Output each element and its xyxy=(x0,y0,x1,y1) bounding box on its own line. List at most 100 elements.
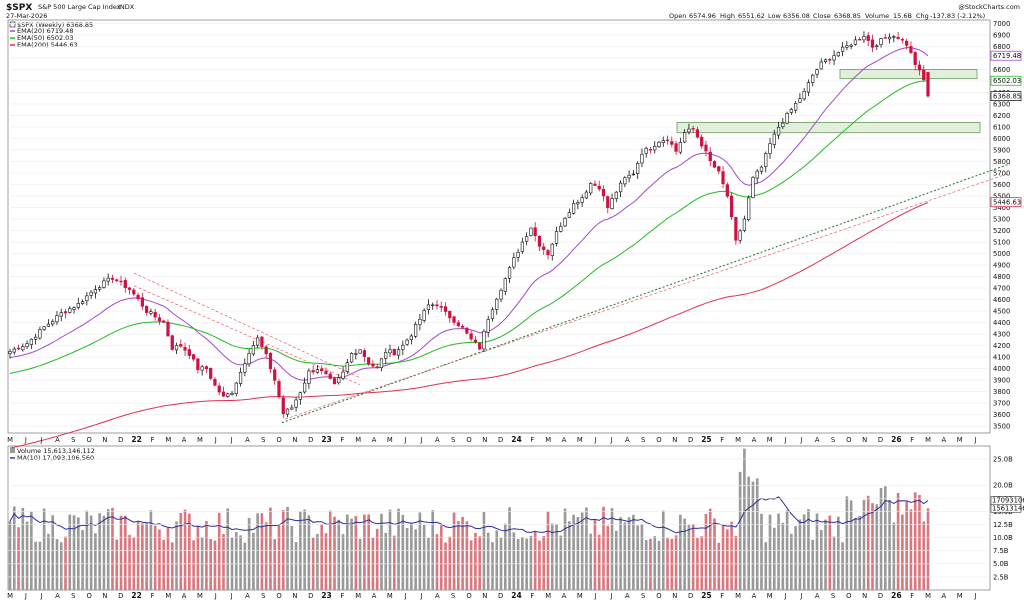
volume-bar xyxy=(345,514,349,590)
x-tick-label: J xyxy=(420,436,423,444)
candle-body xyxy=(16,347,21,350)
volume-bar xyxy=(243,542,247,590)
volume-bar xyxy=(862,499,866,590)
high-value: 6551.62 xyxy=(738,12,765,20)
volume-panel-frame xyxy=(7,445,991,591)
volume-bar xyxy=(196,525,200,590)
x-tick-label: O xyxy=(466,592,471,600)
vol-tick-label: 5.0B xyxy=(993,560,1009,568)
volume-bar xyxy=(538,540,541,590)
candle-body xyxy=(149,311,153,314)
volume-bar xyxy=(589,533,593,590)
volume-bar xyxy=(559,535,563,590)
x-tick-label: M xyxy=(735,436,741,444)
volume-bar xyxy=(819,529,823,590)
candle-body xyxy=(106,277,110,282)
volume-bar xyxy=(721,525,725,590)
volume-bar xyxy=(269,507,272,590)
volume-bar xyxy=(640,524,644,590)
volume-bar xyxy=(704,513,708,590)
volume-bar xyxy=(636,525,639,590)
x-tick-label: S xyxy=(641,592,645,600)
x-tick-label: S xyxy=(261,592,265,600)
volume-bar xyxy=(794,526,797,590)
y-tick-label: 4100 xyxy=(993,353,1010,361)
legend-volume: Volume 15,613,146,112 xyxy=(17,447,95,455)
volume-bar xyxy=(525,538,528,590)
candle-body xyxy=(72,307,76,310)
candle-body xyxy=(414,324,418,337)
x-tick-label: J xyxy=(40,592,43,600)
vol-tick-label: 25.0B xyxy=(993,455,1013,463)
candle-body xyxy=(367,357,371,365)
x-tick-label: A xyxy=(562,436,567,444)
volume-bar xyxy=(350,518,353,590)
candle-body xyxy=(516,251,520,258)
x-tick-label: 25 xyxy=(701,591,711,600)
x-tick-label: 23 xyxy=(321,435,331,444)
x-tick-label: A xyxy=(55,592,60,600)
volume-bar xyxy=(790,533,793,590)
legend-ema50: EMA(50) 6502.03 xyxy=(17,34,73,42)
x-tick-label: M xyxy=(735,592,741,600)
candle-body xyxy=(409,335,413,340)
volume-bar xyxy=(153,525,157,590)
volume-bar xyxy=(785,510,789,590)
candle-body xyxy=(542,246,546,250)
volume-bar xyxy=(384,532,388,590)
volume-bar xyxy=(264,522,268,590)
x-tick-label: F xyxy=(720,592,724,600)
candle-body xyxy=(243,363,247,373)
candle-body xyxy=(734,217,738,241)
vol-tick-label: 10.0B xyxy=(993,534,1013,542)
candle-body xyxy=(503,278,507,292)
candle-body xyxy=(302,382,307,393)
candle-body xyxy=(260,336,264,347)
volume-bar xyxy=(316,533,319,590)
candle-body xyxy=(691,128,695,130)
volume-bar xyxy=(606,525,610,590)
volume-bar xyxy=(8,521,12,590)
volume-bar xyxy=(661,510,665,590)
volume-bar xyxy=(563,508,567,590)
candle-body xyxy=(708,151,712,162)
candle-body xyxy=(537,235,542,247)
volume-bar xyxy=(503,523,507,590)
volume-bar xyxy=(700,536,704,590)
y-tick-label: 3900 xyxy=(993,376,1010,384)
candle-body xyxy=(567,212,571,218)
volume-bar xyxy=(614,530,618,590)
close-value: 6368.85 xyxy=(834,12,861,20)
x-tick-label: A xyxy=(752,436,757,444)
y-tick-label: 4800 xyxy=(993,273,1010,281)
x-tick-label: D xyxy=(118,436,123,444)
candle-body xyxy=(98,287,102,290)
x-tick-label: M xyxy=(545,436,551,444)
low-label: Low xyxy=(768,12,781,20)
y-tick-label: 6800 xyxy=(993,43,1010,51)
y-tick-label: 5600 xyxy=(993,181,1010,189)
candle-body xyxy=(256,337,260,346)
volume-bar xyxy=(431,510,435,590)
x-tick-label: M xyxy=(7,592,13,600)
legend-main: $SPX (Weekly) 6368.85 xyxy=(17,21,93,29)
candle-body xyxy=(238,371,243,384)
x-tick-label: F xyxy=(530,436,534,444)
tag-close: 6368.85 xyxy=(993,92,1021,100)
volume-bar xyxy=(875,504,879,590)
x-tick-label: A xyxy=(625,436,630,444)
volume-bar xyxy=(358,538,362,590)
x-tick-label: J xyxy=(24,436,27,444)
candle-body xyxy=(320,368,324,372)
candle-body xyxy=(221,391,226,397)
candle-body xyxy=(631,173,636,176)
candle-body xyxy=(832,55,836,61)
volume-bar xyxy=(619,517,622,590)
candle-body xyxy=(751,177,755,198)
volume-bar xyxy=(871,503,874,590)
x-tick-label: M xyxy=(387,436,393,444)
candle-body xyxy=(512,257,516,268)
x-tick-label: 22 xyxy=(131,435,141,444)
y-tick-label: 4000 xyxy=(993,365,1010,373)
candle-body xyxy=(315,369,320,373)
